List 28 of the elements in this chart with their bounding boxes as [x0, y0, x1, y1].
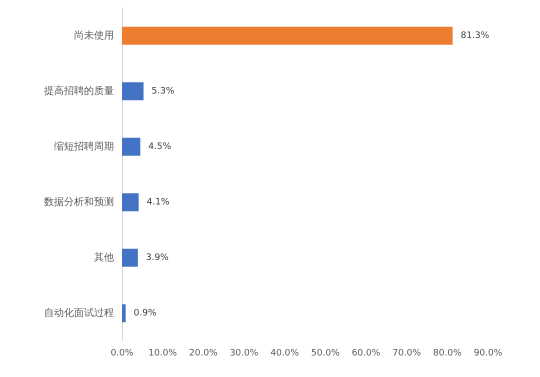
x-tick-label: 60.0% — [352, 348, 381, 358]
bar — [122, 138, 140, 156]
bar — [122, 193, 139, 212]
bar — [122, 248, 138, 267]
y-tick-label: 数据分析和预测 — [44, 196, 114, 208]
x-tick-label: 80.0% — [433, 348, 462, 358]
data-label: 4.1% — [146, 197, 170, 208]
y-tick-label: 缩短招聘周期 — [54, 140, 114, 152]
data-label: 5.3% — [152, 86, 175, 96]
data-label: 81.3% — [460, 30, 490, 41]
data-label: 3.9% — [146, 252, 170, 263]
bar — [122, 304, 126, 322]
y-tick-label: 其他 — [94, 251, 114, 264]
y-tick-label: 提高招聘的质量 — [44, 84, 114, 97]
data-label: 4.5% — [148, 142, 172, 152]
bar — [122, 26, 453, 45]
y-tick-label: 尚未使用 — [74, 29, 114, 42]
x-tick-label: 70.0% — [392, 348, 422, 358]
data-label: 0.9% — [134, 308, 157, 318]
x-tick-label: 30.0% — [230, 348, 259, 358]
x-tick-label: 20.0% — [189, 348, 218, 358]
y-tick-label: 自动化面试过程 — [44, 306, 114, 319]
x-tick-label: 50.0% — [311, 348, 340, 358]
x-tick-label: 90.0% — [474, 348, 503, 358]
x-tick-label: 40.0% — [270, 348, 300, 358]
x-tick-label: 0.0% — [110, 348, 134, 358]
bar — [122, 82, 144, 100]
x-tick-label: 10.0% — [148, 348, 178, 358]
